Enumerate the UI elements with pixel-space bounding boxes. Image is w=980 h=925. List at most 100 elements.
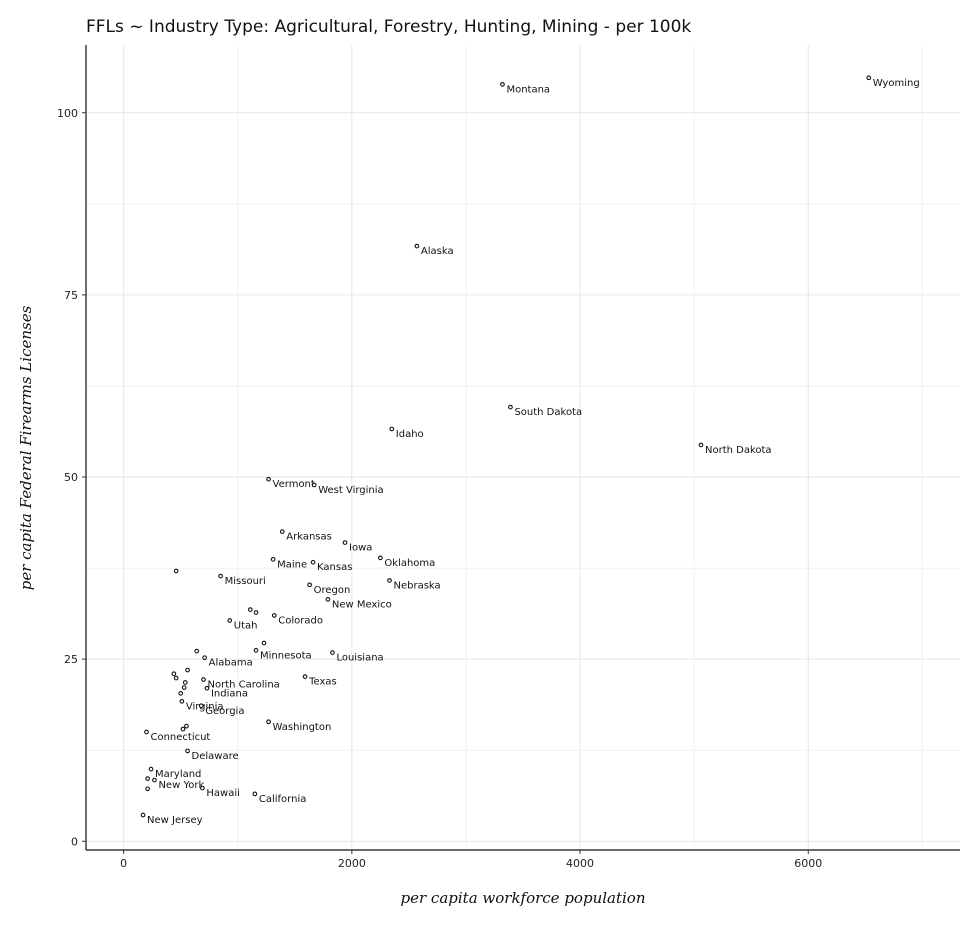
point-label: Oklahoma bbox=[384, 558, 435, 569]
x-axis-title: per capita workforce population bbox=[401, 889, 646, 907]
data-point bbox=[325, 597, 331, 602]
data-point bbox=[218, 573, 223, 579]
point-label: Montana bbox=[506, 84, 550, 95]
data-point bbox=[202, 655, 208, 661]
data-point bbox=[414, 243, 420, 249]
data-point bbox=[266, 719, 271, 725]
data-point bbox=[145, 786, 150, 792]
data-point bbox=[500, 81, 505, 87]
point-label: Louisiana bbox=[336, 653, 383, 664]
point-label: Delaware bbox=[192, 751, 239, 762]
data-point bbox=[311, 482, 317, 488]
data-point bbox=[253, 648, 259, 653]
y-tick-label: 50 bbox=[64, 471, 78, 484]
point-label: Utah bbox=[234, 621, 258, 632]
point-label: Washington bbox=[273, 722, 332, 733]
grid bbox=[86, 45, 960, 850]
point-label: Indiana bbox=[211, 688, 248, 699]
data-point bbox=[279, 529, 285, 534]
x-tick-label: 6000 bbox=[794, 857, 822, 870]
data-point bbox=[171, 671, 177, 677]
point-label: Kansas bbox=[317, 562, 352, 573]
point-label: California bbox=[259, 794, 307, 805]
data-point bbox=[200, 785, 205, 791]
data-point bbox=[204, 685, 210, 691]
data-point bbox=[178, 691, 184, 696]
x-tick-label: 2000 bbox=[338, 857, 366, 870]
point-label: Oregon bbox=[314, 585, 351, 596]
data-point bbox=[184, 723, 189, 729]
data-point bbox=[387, 578, 392, 583]
data-point bbox=[179, 699, 185, 704]
point-label: Georgia bbox=[205, 706, 244, 717]
point-label: Idaho bbox=[396, 429, 424, 440]
data-point bbox=[173, 568, 179, 574]
data-point bbox=[182, 680, 188, 685]
data-points: Wyoming Montana Alaska South Dakota Idaho Nor… bbox=[140, 75, 920, 826]
data-point bbox=[173, 675, 179, 681]
point-label: Iowa bbox=[349, 543, 372, 554]
data-point bbox=[145, 776, 150, 781]
x-tick-label: 4000 bbox=[566, 857, 594, 870]
data-point bbox=[194, 648, 200, 654]
data-point bbox=[330, 650, 335, 655]
data-point bbox=[152, 777, 157, 783]
data-point bbox=[185, 667, 190, 673]
point-label: Arkansas bbox=[286, 532, 332, 543]
data-point bbox=[185, 748, 190, 754]
y-tick-label: 100 bbox=[57, 107, 78, 120]
y-axis-title: per capita Federal Firearms Licenses bbox=[17, 305, 35, 590]
point-label: Virginia bbox=[186, 701, 224, 712]
point-label: Wyoming bbox=[873, 78, 920, 89]
data-point bbox=[270, 556, 276, 562]
point-label: Colorado bbox=[278, 615, 323, 626]
data-point bbox=[252, 791, 258, 797]
point-label: Maine bbox=[277, 559, 307, 570]
ticks: 0 2000 4000 6000 0 25 50 75 100 bbox=[57, 107, 822, 870]
point-label: Alaska bbox=[421, 246, 454, 257]
y-tick-label: 0 bbox=[71, 835, 78, 848]
data-point bbox=[302, 674, 308, 679]
data-point bbox=[266, 476, 271, 482]
axes bbox=[85, 45, 960, 851]
point-label: New Jersey bbox=[147, 815, 203, 826]
chart-title: FFLs ~ Industry Type: Agricultural, Fore… bbox=[86, 17, 691, 37]
data-point bbox=[180, 726, 186, 732]
data-point bbox=[247, 607, 253, 612]
data-point bbox=[148, 766, 154, 772]
point-label: New York bbox=[158, 780, 204, 791]
data-point bbox=[144, 729, 149, 735]
data-point bbox=[181, 685, 187, 690]
x-tick-label: 0 bbox=[120, 857, 127, 870]
point-label: Hawaii bbox=[206, 788, 240, 799]
y-tick-label: 75 bbox=[64, 289, 78, 302]
data-point bbox=[253, 610, 259, 615]
data-point bbox=[389, 426, 395, 432]
data-point bbox=[378, 555, 383, 561]
point-label: Nebraska bbox=[394, 580, 441, 591]
data-point bbox=[508, 404, 513, 410]
point-label: Alabama bbox=[209, 658, 253, 669]
data-point bbox=[271, 613, 277, 618]
point-label: North Carolina bbox=[208, 680, 280, 691]
point-label: New Mexico bbox=[332, 599, 392, 610]
point-label: West Virginia bbox=[318, 485, 383, 496]
data-point bbox=[310, 559, 316, 565]
data-point bbox=[201, 677, 206, 682]
point-label: South Dakota bbox=[514, 407, 582, 418]
point-label: Texas bbox=[308, 677, 337, 688]
point-label: Connecticut bbox=[150, 732, 210, 743]
point-label: Vermont bbox=[273, 479, 315, 490]
point-label: North Dakota bbox=[705, 445, 772, 456]
data-point bbox=[866, 75, 872, 81]
data-point bbox=[698, 442, 704, 448]
data-point bbox=[307, 582, 312, 588]
point-label: Maryland bbox=[155, 769, 201, 780]
point-label: Minnesota bbox=[260, 650, 312, 661]
data-point bbox=[198, 703, 204, 709]
data-point bbox=[227, 618, 233, 623]
data-point bbox=[261, 640, 267, 646]
y-tick-label: 25 bbox=[64, 653, 78, 666]
data-point bbox=[342, 540, 348, 545]
